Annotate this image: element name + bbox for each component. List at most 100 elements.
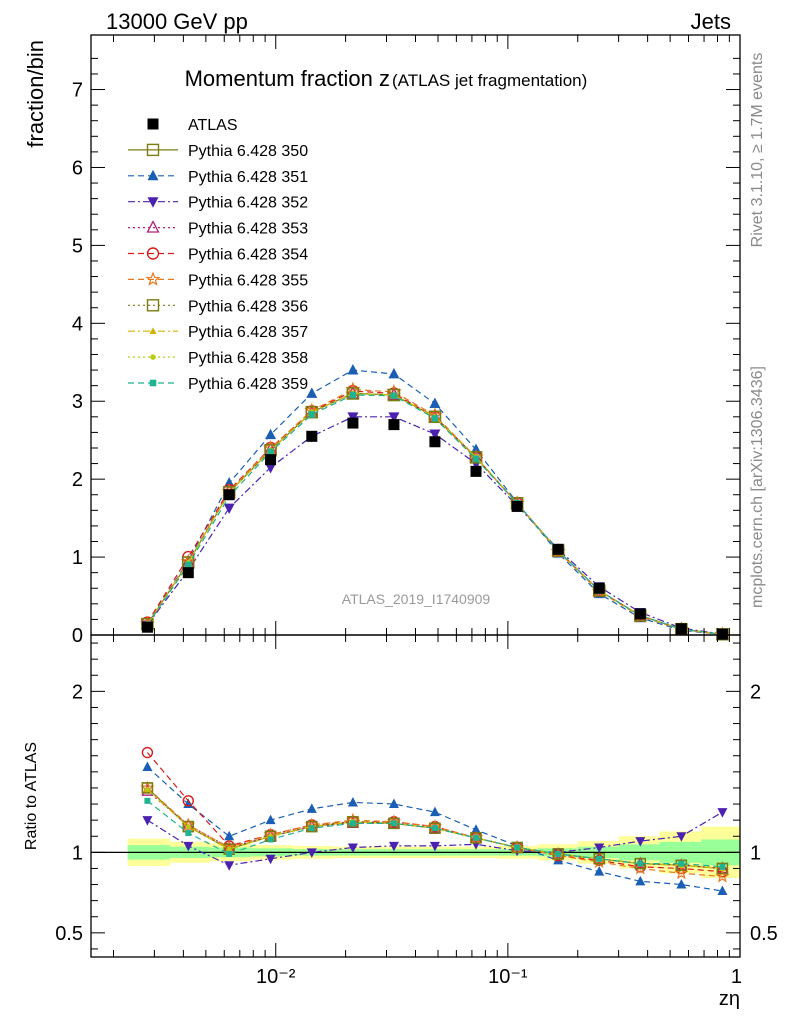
data-point <box>552 543 564 555</box>
ratio-y-tick-label: 0.5 <box>55 923 83 945</box>
ratio-y-tick-label: 1 <box>72 842 83 864</box>
data-point <box>715 869 730 883</box>
legend-marker <box>146 220 160 233</box>
data-point <box>183 841 194 852</box>
y-tick-label: 6 <box>72 157 83 179</box>
y-tick-label: 2 <box>72 469 83 491</box>
legend-label: ATLAS <box>188 117 238 134</box>
legend-label: Pythia 6.428 357 <box>188 324 308 341</box>
data-point <box>473 834 480 841</box>
data-point <box>429 397 441 408</box>
data-point <box>267 836 274 843</box>
ratio-plot-panel: 0.5 0.5 1 1 2 2 10⁻² 10⁻¹ 1 Ratio to ATLAS zη <box>23 634 778 1010</box>
data-point <box>141 746 154 759</box>
y-tick-label: 5 <box>72 235 83 257</box>
data-point <box>347 796 358 807</box>
data-point <box>390 820 397 827</box>
data-point <box>349 391 357 399</box>
ratio-y-tick-label-right: 1 <box>750 842 761 864</box>
data-point <box>593 582 605 594</box>
data-point <box>431 825 438 832</box>
legend-label: Pythia 6.428 359 <box>188 376 308 393</box>
series-10 <box>144 797 726 870</box>
legend-marker <box>147 118 159 130</box>
series-1 <box>141 417 728 640</box>
data-point <box>223 489 235 501</box>
legend-marker <box>146 299 160 312</box>
data-point <box>306 430 318 442</box>
y-tick-label: 7 <box>72 80 83 102</box>
ratio-y-tick-label-right: 2 <box>750 681 761 703</box>
data-point <box>306 848 317 858</box>
legend-item: Pythia 6.428 355 <box>128 271 308 289</box>
data-point <box>388 798 399 809</box>
data-point <box>224 861 235 871</box>
legend-item: Pythia 6.428 359 <box>128 376 308 393</box>
legend: ATLAS Pythia 6.428 350 Pythia 6.428 351 Pyt… <box>128 117 308 393</box>
data-point <box>470 465 482 477</box>
data-point <box>428 410 442 424</box>
data-point <box>716 628 728 640</box>
ratio-y-tick-label: 2 <box>72 681 83 703</box>
analysis-watermark: ATLAS_2019_I1740909 <box>342 591 491 607</box>
data-point <box>676 879 687 889</box>
data-point <box>634 608 646 620</box>
data-point <box>470 832 482 844</box>
data-point <box>429 806 440 817</box>
data-point <box>635 837 646 847</box>
data-point <box>594 866 605 876</box>
series-line <box>147 800 723 868</box>
header-category: Jets <box>691 9 731 34</box>
data-point <box>226 850 233 857</box>
series-line <box>146 388 723 635</box>
legend-label: Pythia 6.428 352 <box>188 195 308 212</box>
data-point <box>514 844 521 851</box>
data-point <box>390 392 398 400</box>
data-point <box>596 855 603 862</box>
data-point <box>347 364 359 375</box>
data-point <box>184 561 192 569</box>
data-point <box>308 825 315 832</box>
legend-item: Pythia 6.428 353 <box>128 220 308 238</box>
data-point <box>388 419 400 431</box>
legend-item: ATLAS <box>147 117 238 134</box>
data-point <box>144 797 151 804</box>
data-point <box>674 865 689 880</box>
data-point <box>717 808 728 818</box>
data-point <box>429 429 441 441</box>
data-point <box>429 436 441 448</box>
data-point <box>676 832 687 842</box>
data-point <box>265 854 276 865</box>
data-point <box>265 463 277 474</box>
data-point <box>182 795 194 807</box>
data-point <box>431 415 439 422</box>
data-point <box>185 830 192 837</box>
y-tick-label: 1 <box>72 547 83 569</box>
data-point <box>637 860 644 867</box>
legend-item: Pythia 6.428 351 <box>128 169 308 186</box>
legend-marker <box>149 379 157 387</box>
legend-label: Pythia 6.428 350 <box>188 143 308 160</box>
legend-marker <box>145 271 161 286</box>
main-title: Momentum fraction z <box>185 66 390 91</box>
data-point <box>142 816 153 826</box>
data-point <box>226 846 232 852</box>
data-point <box>347 417 359 429</box>
data-point <box>678 860 685 867</box>
legend-marker <box>147 169 159 181</box>
data-point <box>182 567 194 579</box>
data-point <box>185 824 191 830</box>
data-point <box>716 862 729 875</box>
data-point <box>265 428 277 440</box>
data-point <box>141 621 153 633</box>
data-point <box>265 814 276 825</box>
rivet-version-label: Rivet 3.1.10, ≥ 1.7M events <box>749 53 766 248</box>
data-point <box>144 787 150 793</box>
legend-marker <box>146 247 160 260</box>
data-point <box>719 863 726 870</box>
series-2 <box>142 761 728 895</box>
header-collision: 13000 GeV pp <box>106 9 248 34</box>
x-tick-label: 10⁻² <box>256 966 296 988</box>
data-point <box>469 451 483 464</box>
